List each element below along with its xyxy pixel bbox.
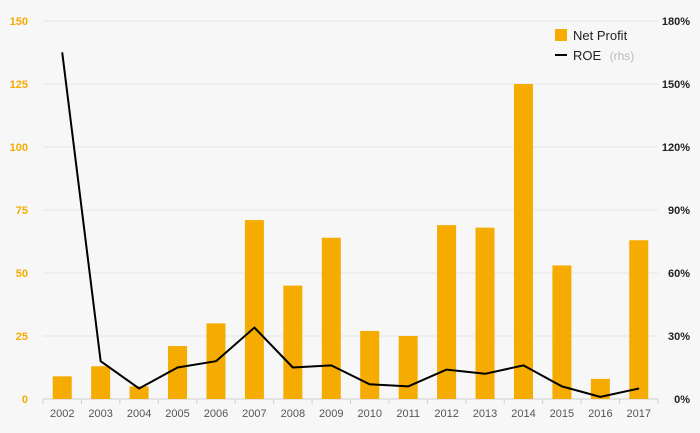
roe-point [61, 52, 63, 53]
left-tick-label: 75 [16, 205, 28, 217]
bar-net-profit [398, 336, 418, 399]
x-tick-label: 2004 [127, 408, 151, 420]
roe-point [100, 360, 102, 362]
left-axis: 0 25 50 75 100 125 150 [10, 16, 28, 406]
bar-net-profit [168, 346, 188, 399]
x-tick-label: 2006 [204, 408, 228, 420]
x-tick-label: 2013 [473, 408, 497, 420]
x-tick-label: 2007 [242, 408, 266, 420]
x-tick-label: 2014 [511, 408, 535, 420]
left-tick-label: 0 [22, 394, 28, 406]
legend-roe-name: ROE [573, 48, 602, 63]
x-tick-label: 2017 [627, 408, 651, 420]
bar-net-profit [91, 366, 111, 399]
right-tick-label: 120% [662, 142, 690, 154]
x-tick-label: 2012 [434, 408, 458, 420]
roe-point [446, 369, 448, 371]
roe-point [484, 373, 486, 375]
roe-point [138, 388, 140, 389]
roe-line-path [61, 52, 639, 398]
bar-net-profit [475, 227, 495, 399]
right-tick-label: 60% [668, 268, 690, 280]
bar-net-profit [513, 84, 533, 399]
legend-label-roe: ROE (rhs) [573, 47, 634, 64]
roe-point [215, 360, 217, 362]
legend-swatch-net-profit [555, 29, 567, 41]
right-tick-label: 90% [668, 205, 690, 217]
roe-point [330, 364, 332, 366]
right-tick-label: 180% [662, 16, 690, 28]
x-tick-label: 2010 [357, 408, 381, 420]
x-tick-label: 2002 [50, 408, 74, 420]
x-tick-label: 2016 [588, 408, 612, 420]
bar-net-profit [321, 237, 341, 399]
left-tick-label: 125 [10, 79, 28, 91]
bar-net-profit [244, 220, 264, 399]
left-tick-label: 50 [16, 268, 28, 280]
roe-point [522, 364, 524, 366]
roe-point [292, 367, 294, 368]
x-tick-label: 2008 [281, 408, 305, 420]
bar-net-profit [283, 285, 303, 399]
roe-point [561, 385, 563, 387]
roe-point [369, 383, 371, 385]
gridlines [43, 20, 658, 400]
bar-net-profit [52, 376, 72, 399]
left-tick-label: 25 [16, 331, 28, 343]
x-tick-label: 2011 [396, 408, 420, 420]
bar-net-profit [360, 330, 380, 399]
net-profit-bars [52, 84, 649, 399]
legend-label-net-profit: Net Profit [573, 28, 628, 43]
bar-net-profit [629, 240, 649, 399]
x-tick-label: 2015 [550, 408, 574, 420]
bar-net-profit [437, 225, 457, 399]
bar-net-profit [590, 378, 610, 399]
x-tick-label: 2005 [165, 408, 189, 420]
roe-point [253, 327, 255, 329]
roe-point [407, 385, 409, 387]
x-tick-label: 2003 [88, 408, 112, 420]
roe-point [177, 367, 179, 368]
legend: Net Profit ROE (rhs) [555, 28, 634, 64]
left-tick-label: 150 [10, 16, 28, 28]
x-axis: 2002 2003 2004 2005 2006 2007 2008 2009 2010 2011… [42, 399, 659, 420]
right-tick-label: 30% [668, 331, 690, 343]
bar-net-profit [552, 265, 572, 399]
legend-roe-suffix: (rhs) [610, 49, 635, 63]
left-tick-label: 100 [10, 142, 28, 154]
right-tick-label: 150% [662, 79, 690, 91]
right-tick-label: 0% [674, 394, 690, 406]
x-tick-label: 2009 [319, 408, 343, 420]
right-axis: 0% 30% 60% 90% 120% 150% 180% [662, 16, 690, 406]
roe-point [599, 396, 601, 398]
roe-line [61, 52, 640, 398]
roe-point [638, 388, 640, 389]
bar-net-profit [129, 386, 149, 399]
